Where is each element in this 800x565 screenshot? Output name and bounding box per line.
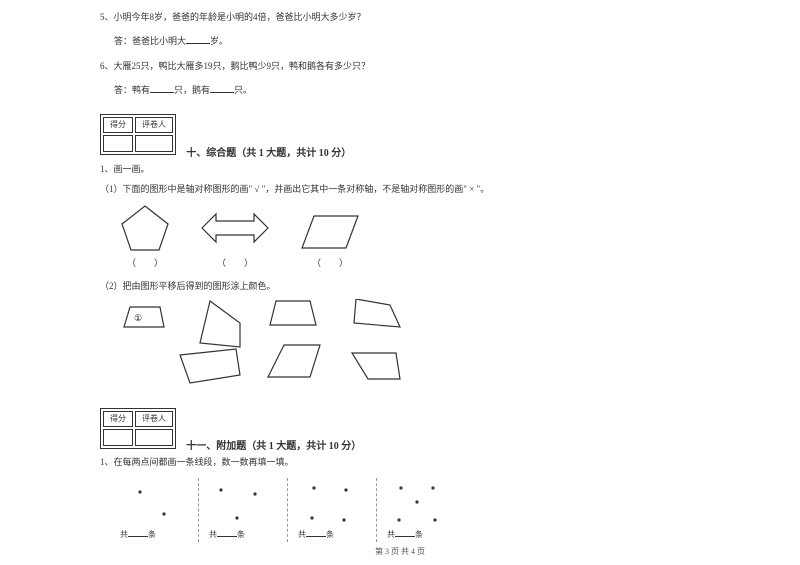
score-col-2: 评卷人 <box>135 117 173 134</box>
paren-row-1: （ ） （ ） （ ） <box>120 256 700 270</box>
dot-label-2: 共条 <box>209 527 269 542</box>
q6-blank-1[interactable] <box>150 83 174 93</box>
q6-ans-suffix: 只。 <box>234 85 252 95</box>
s10-q1-1: （1）下面的图形中是轴对称图形的画" √ "，并画出它其中一条对称轴，不是轴对称… <box>100 182 700 196</box>
q5-text: 5、小明今年8岁，爸爸的年龄是小明的4倍，爸爸比小明大多少岁？ <box>100 12 366 22</box>
score-blank-1[interactable] <box>103 135 133 152</box>
pentagon-icon <box>120 204 170 252</box>
q6-blank-2[interactable] <box>210 83 234 93</box>
translated-shapes-icon: ① <box>120 299 420 389</box>
section-11-header: 得分 评卷人 十一、附加题（共 1 大题，共计 10 分） <box>100 402 700 456</box>
dot-label-3: 共条 <box>298 527 358 542</box>
q6-ans-mid: 只，鹅有 <box>174 85 210 95</box>
q5-ans-prefix: 答：爸爸比小明大 <box>114 36 186 46</box>
dot-panel-2: 共条 <box>198 478 269 542</box>
paren-3[interactable]: （ ） <box>300 256 360 270</box>
dots-icon-3 <box>298 478 358 525</box>
svg-text:①: ① <box>134 313 142 323</box>
shape-double-arrow <box>200 204 270 252</box>
dots-icon-4 <box>387 478 447 525</box>
paren-1[interactable]: （ ） <box>120 256 170 270</box>
dot-panel-1: 共条 <box>120 478 180 542</box>
section-10-title: 十、综合题（共 1 大题，共计 10 分） <box>186 146 351 162</box>
dot-panel-4: 共条 <box>376 478 447 542</box>
dot-blank-4[interactable] <box>395 527 415 537</box>
s10-q1: 1、画一画。 <box>100 162 700 176</box>
score-blank-1b[interactable] <box>103 429 133 446</box>
page-footer: 第 3 页 共 4 页 <box>0 546 800 559</box>
question-5: 5、小明今年8岁，爸爸的年龄是小明的4倍，爸爸比小明大多少岁？ <box>100 10 700 24</box>
score-blank-2[interactable] <box>135 135 173 152</box>
question-6: 6、大雁25只，鸭比大雁多19只，鹅比鸭少9只，鸭和鹅各有多少只？ <box>100 59 700 73</box>
shapes-row-2: ① <box>120 299 700 393</box>
answer-5: 答：爸爸比小明大 岁。 <box>100 34 700 48</box>
q5-blank[interactable] <box>186 34 210 44</box>
s10-q1-2: （2）把由图形平移后得到的图形涂上颜色。 <box>100 279 700 293</box>
shapes-row-1 <box>120 204 700 252</box>
score-box-11: 得分 评卷人 <box>100 408 176 450</box>
dot-label-4: 共条 <box>387 527 447 542</box>
paren-2[interactable]: （ ） <box>200 256 270 270</box>
section-10-header: 得分 评卷人 十、综合题（共 1 大题，共计 10 分） <box>100 108 700 162</box>
score-blank-2b[interactable] <box>135 429 173 446</box>
q6-text: 6、大雁25只，鸭比大雁多19只，鹅比鸭少9只，鸭和鹅各有多少只？ <box>100 61 370 71</box>
answer-6: 答：鸭有 只，鹅有 只。 <box>100 83 700 97</box>
double-arrow-icon <box>200 204 270 252</box>
score-col-1: 得分 <box>103 117 133 134</box>
dots-icon-1 <box>120 478 180 525</box>
q5-ans-suffix: 岁。 <box>210 36 228 46</box>
section-11-title: 十一、附加题（共 1 大题，共计 10 分） <box>186 439 361 455</box>
shape-parallelogram <box>300 212 360 252</box>
score-col-2b: 评卷人 <box>135 411 173 428</box>
shape-pentagon <box>120 204 170 252</box>
dot-blank-3[interactable] <box>306 527 326 537</box>
s11-q1: 1、在每两点间都画一条线段，数一数再填一填。 <box>100 455 700 469</box>
dots-row: 共条 共条 共条 共条 <box>120 478 700 542</box>
parallelogram-icon <box>300 212 360 252</box>
dots-icon-2 <box>209 478 269 525</box>
q6-ans-prefix: 答：鸭有 <box>114 85 150 95</box>
dot-blank-2[interactable] <box>217 527 237 537</box>
dot-panel-3: 共条 <box>287 478 358 542</box>
score-col-1b: 得分 <box>103 411 133 428</box>
dot-blank-1[interactable] <box>128 527 148 537</box>
score-box-10: 得分 评卷人 <box>100 114 176 156</box>
dot-label-1: 共条 <box>120 527 180 542</box>
